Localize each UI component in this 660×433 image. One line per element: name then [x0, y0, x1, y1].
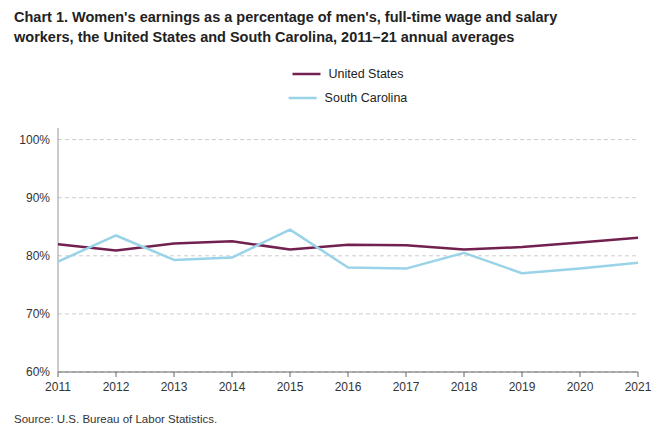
- x-tick: [58, 372, 59, 377]
- legend-entry: United States: [293, 67, 404, 81]
- y-tick-label: 80%: [26, 249, 50, 263]
- x-tick: [580, 372, 581, 377]
- legend-label: United States: [329, 67, 404, 81]
- grid-line: [58, 139, 638, 140]
- y-tick-label: 90%: [26, 191, 50, 205]
- legend-swatch: [289, 97, 317, 100]
- grid-line: [58, 255, 638, 256]
- x-tick-label: 2021: [625, 380, 652, 394]
- x-tick-label: 2017: [393, 380, 420, 394]
- legend-entry: South Carolina: [289, 91, 408, 105]
- x-tick: [638, 372, 639, 377]
- legend: United States South Carolina: [289, 67, 408, 105]
- x-tick: [174, 372, 175, 377]
- x-tick-label: 2012: [103, 380, 130, 394]
- grid-line: [58, 197, 638, 198]
- background: [0, 0, 660, 433]
- x-tick-label: 2018: [451, 380, 478, 394]
- y-axis-line: [58, 128, 59, 372]
- source-note: Source: U.S. Bureau of Labor Statistics.: [14, 413, 217, 425]
- series-group: [58, 230, 638, 274]
- x-tick-label: 2011: [45, 380, 71, 394]
- x-tick: [116, 372, 117, 377]
- x-tick: [406, 372, 407, 377]
- x-tick: [348, 372, 349, 377]
- x-tick-label: 2015: [277, 380, 304, 394]
- chart: Chart 1. Women's earnings as a percentag…: [0, 0, 660, 433]
- x-tick-label: 2016: [335, 380, 362, 394]
- x-tick: [522, 372, 523, 377]
- x-tick-label: 2019: [509, 380, 536, 394]
- y-grid: [58, 140, 638, 372]
- series-line: [58, 230, 638, 274]
- title: workers, the United States and South Car…: [13, 29, 514, 45]
- y-tick-label: 100%: [19, 133, 50, 147]
- grid-line: [58, 313, 638, 314]
- y-tick-label: 60%: [26, 365, 50, 379]
- x-tick-label: 2020: [567, 380, 594, 394]
- legend-label: South Carolina: [325, 91, 408, 105]
- legend-swatch: [293, 73, 321, 76]
- x-tick: [232, 372, 233, 377]
- title: Chart 1. Women's earnings as a percentag…: [14, 9, 557, 25]
- x-tick-label: 2014: [219, 380, 246, 394]
- x-tick: [290, 372, 291, 377]
- x-tick: [464, 372, 465, 377]
- x-tick-label: 2013: [161, 380, 188, 394]
- y-tick-label: 70%: [26, 307, 50, 321]
